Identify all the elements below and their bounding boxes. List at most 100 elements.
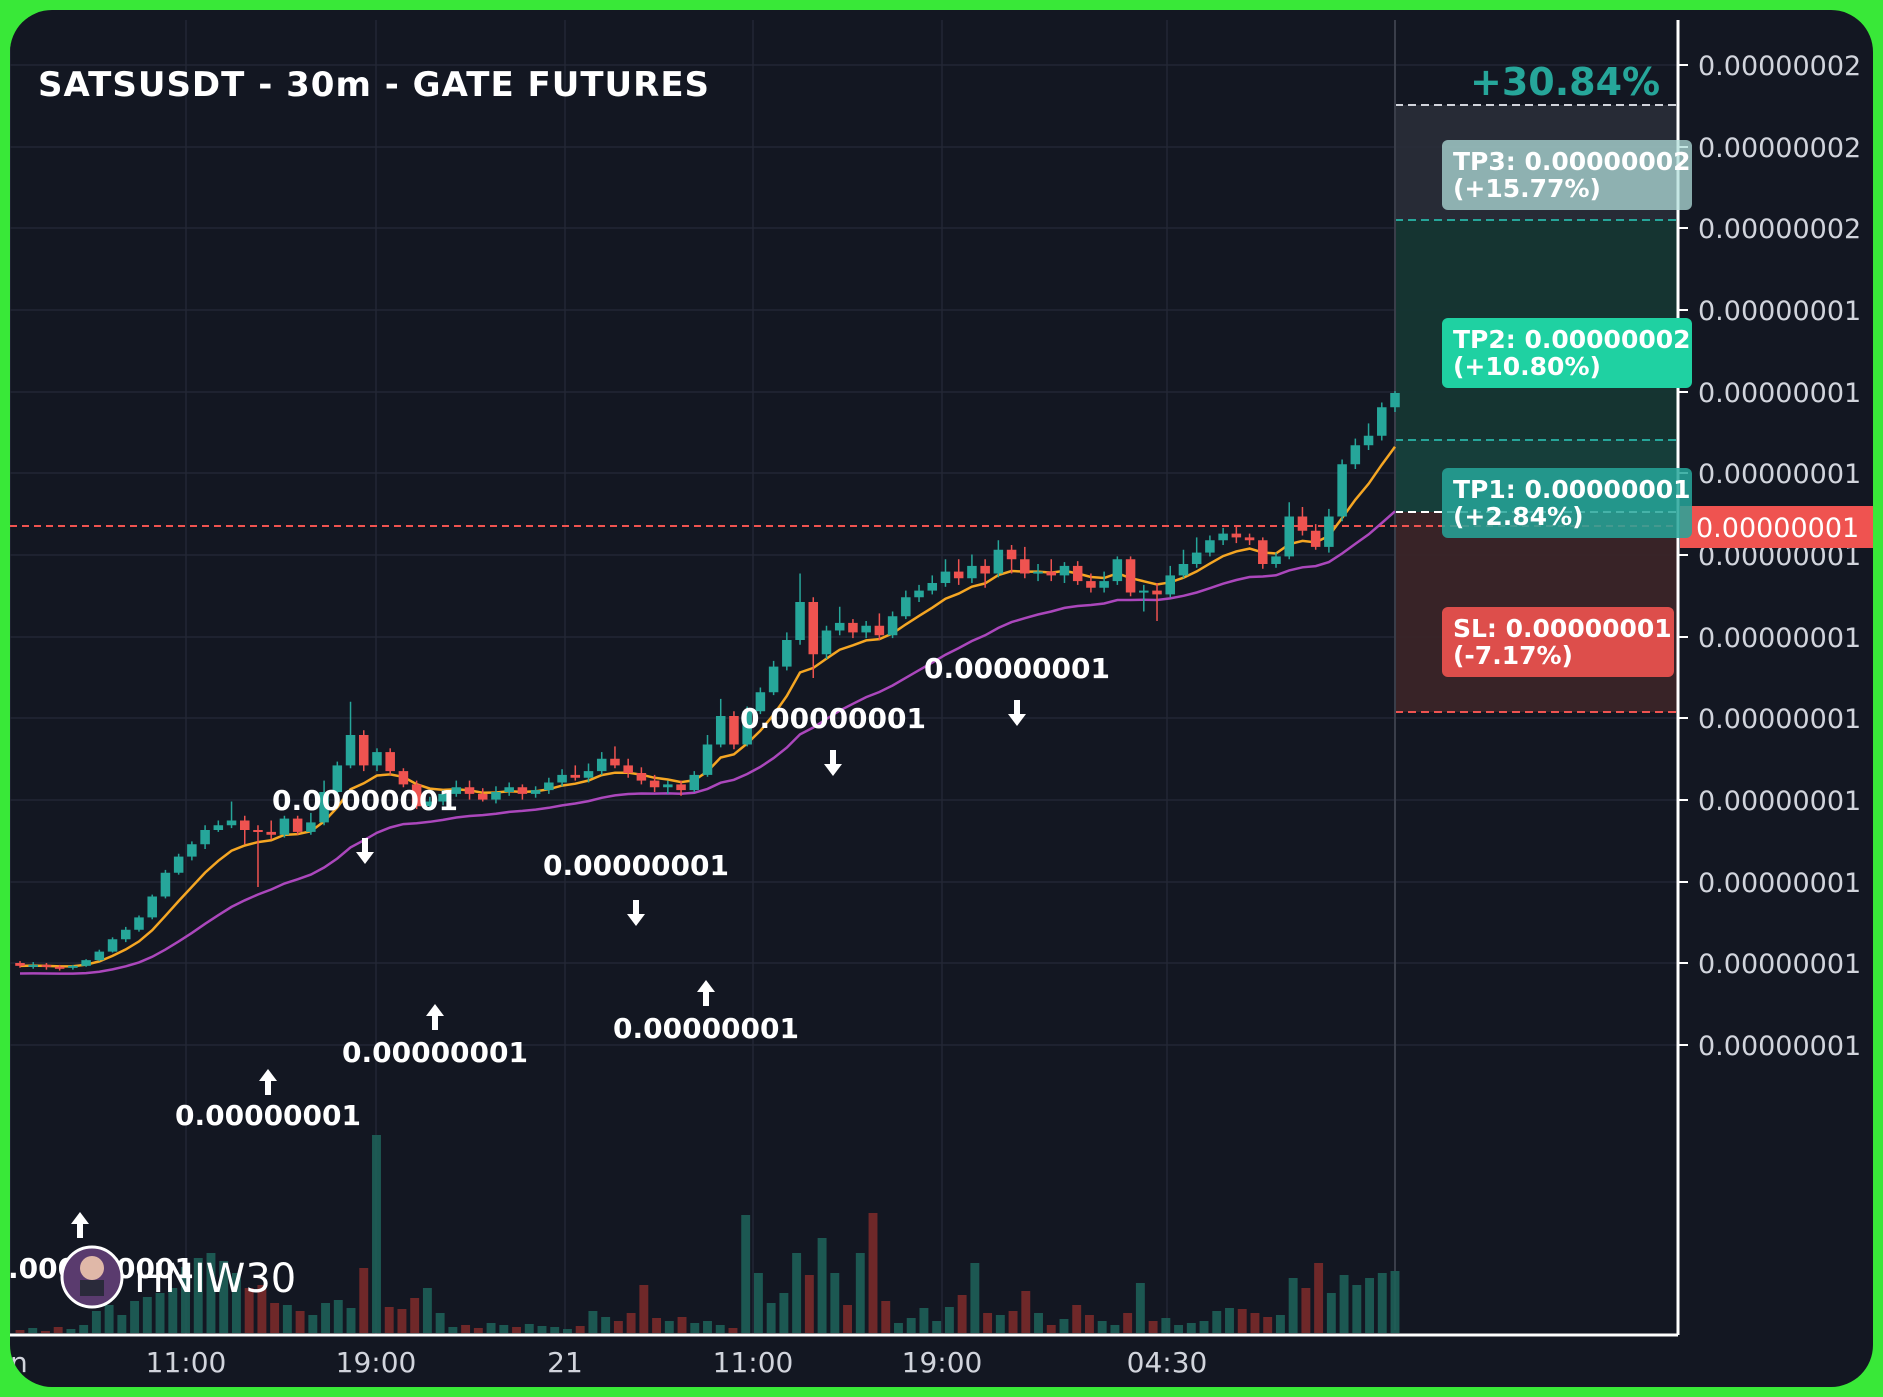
candlestick-chart[interactable]: 0.00000001 0.00000001 0.00000001 0.00000001… — [10, 10, 1873, 1387]
tp1-pct: (+2.84%) — [1453, 502, 1584, 531]
tp1-box[interactable]: TP1: 0.00000001 (+2.84%) — [1442, 468, 1692, 538]
volume-bar-54 — [703, 1321, 712, 1333]
candle-89 — [1191, 537, 1202, 568]
candle-48 — [649, 774, 660, 792]
volume-bar-34 — [448, 1327, 458, 1333]
volume-bar-15 — [206, 1253, 216, 1333]
candle-66 — [887, 611, 898, 639]
volume-bar-50 — [652, 1318, 662, 1333]
y-tick-label-11: 0.00000001 — [1698, 949, 1861, 980]
x-tick-label-0: n — [10, 1346, 28, 1379]
volume-bar-66 — [855, 1253, 865, 1333]
volume-bar-21 — [282, 1305, 292, 1333]
volume-bar-103 — [1326, 1293, 1336, 1333]
pivot-up-3: 0.00000001 — [342, 1004, 528, 1069]
sl-box[interactable]: SL: 0.00000001 (-7.17%) — [1442, 607, 1674, 677]
pivot-up-0 — [71, 1212, 89, 1238]
volume-bar-40 — [524, 1324, 534, 1333]
candle-1 — [28, 962, 38, 969]
tp2-box[interactable]: TP2: 0.00000002 (+10.80%) — [1442, 318, 1692, 388]
candle-103 — [1377, 402, 1387, 441]
volume-bar-98 — [1263, 1317, 1273, 1333]
candle-81 — [1086, 573, 1096, 593]
candle-35 — [477, 788, 488, 802]
volume-bar-97 — [1250, 1313, 1260, 1333]
candle-42 — [570, 765, 581, 781]
tp1-label: TP1: 0.00000001 — [1453, 475, 1691, 504]
volume-bar-5 — [79, 1325, 89, 1333]
y-tick-label-0: 0.00000002 — [1698, 51, 1861, 82]
volume-bar-57 — [741, 1215, 751, 1333]
volume-bar-95 — [1225, 1308, 1234, 1333]
candle-95 — [1271, 552, 1281, 568]
volume-bar-81 — [1046, 1325, 1056, 1333]
x-tick-label-1: 11:00 — [146, 1346, 227, 1379]
arrow-down-icon — [627, 900, 645, 926]
chart-frame: 0.00000001 0.00000001 0.00000001 0.00000001… — [10, 10, 1873, 1387]
volume-bar-79 — [1021, 1291, 1031, 1333]
candle-17 — [240, 815, 250, 845]
pivot-down-6: 0.00000001 — [740, 702, 926, 776]
volume-bar-27 — [359, 1268, 369, 1333]
pivot-label-4: 0.00000001 — [543, 849, 729, 882]
y-tick-label-3: 0.00000001 — [1698, 296, 1861, 327]
candle-85 — [1139, 584, 1149, 612]
candle-92 — [1231, 526, 1242, 544]
candle-54 — [729, 711, 739, 750]
pivot-annotations: 0.00000001 0.00000001 0.00000001 0.00000001… — [71, 652, 1110, 1238]
candle-76 — [1020, 546, 1030, 579]
volume-bar-38 — [499, 1325, 509, 1333]
tp2-label: TP2: 0.00000002 — [1453, 325, 1691, 354]
volume-bar-33 — [435, 1313, 445, 1333]
candle-7 — [107, 937, 118, 953]
volume-bar-108 — [1390, 1271, 1400, 1333]
candle-39 — [530, 786, 541, 798]
volume-bar-93 — [1199, 1321, 1209, 1333]
volume-bar-89 — [1148, 1321, 1158, 1333]
volume-bar-102 — [1314, 1263, 1324, 1333]
volume-bar-92 — [1186, 1323, 1196, 1333]
volume-bar-84 — [1084, 1315, 1094, 1333]
pivot-up-5: 0.00000001 — [613, 980, 799, 1045]
candle-69 — [927, 575, 938, 595]
candle-68 — [914, 584, 924, 602]
volume-bar-31 — [410, 1298, 420, 1333]
candle-56 — [755, 687, 766, 715]
arrow-up-icon — [71, 1212, 89, 1238]
avatar-body-icon — [80, 1280, 104, 1296]
y-tick-label-2: 0.00000002 — [1698, 214, 1861, 245]
candle-40 — [544, 777, 554, 794]
volume-bar-19 — [257, 1285, 267, 1333]
volume-bar-52 — [677, 1317, 687, 1333]
pivot-label-1: 0.00000001 — [175, 1099, 361, 1132]
volume-bar-67 — [868, 1213, 878, 1333]
arrow-down-icon — [824, 750, 842, 776]
candle-12 — [173, 853, 184, 875]
volume-bar-85 — [1097, 1321, 1107, 1333]
volume-bar-68 — [881, 1301, 891, 1333]
volume-bar-70 — [906, 1318, 916, 1333]
candle-93 — [1244, 533, 1255, 545]
candle-22 — [306, 812, 316, 835]
candle-61 — [821, 625, 832, 659]
y-tick-label-8: 0.00000001 — [1698, 704, 1861, 735]
tp3-box[interactable]: TP3: 0.00000002 (+15.77%) — [1442, 140, 1692, 210]
candle-9 — [134, 915, 144, 932]
pivot-label-3: 0.00000001 — [342, 1036, 528, 1069]
volume-bar-101 — [1301, 1288, 1311, 1333]
candle-21 — [292, 815, 303, 835]
y-tick-label-7: 0.00000001 — [1698, 623, 1861, 654]
candle-51 — [689, 771, 700, 792]
candle-8 — [121, 926, 131, 943]
volume-bar-22 — [295, 1311, 305, 1333]
candles[interactable] — [15, 391, 1400, 971]
candle-45 — [610, 746, 620, 769]
candle-33 — [451, 780, 462, 797]
current-price-label: 0.00000001 — [1696, 513, 1859, 544]
volume-bar-90 — [1161, 1318, 1171, 1333]
watermark: .000000001 HNIW30 — [10, 1245, 296, 1309]
volume-bar-44 — [575, 1326, 585, 1333]
candle-86 — [1152, 583, 1162, 621]
y-tick-label-10: 0.00000001 — [1698, 868, 1861, 899]
y-tick-label-1: 0.00000002 — [1698, 133, 1861, 164]
